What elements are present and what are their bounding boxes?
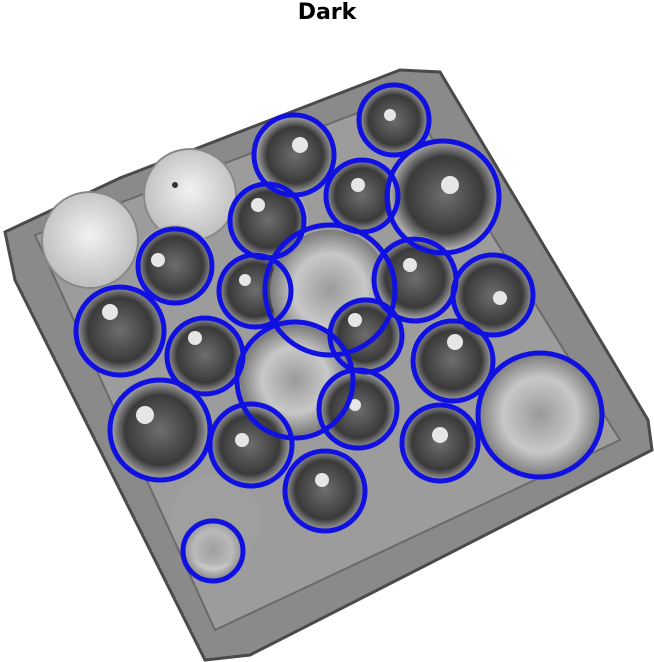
detection-circle <box>216 252 294 330</box>
detection-circle <box>73 284 167 378</box>
detection-circle <box>135 226 215 306</box>
detection-circle <box>399 402 481 484</box>
detection-circle <box>410 318 496 404</box>
detection-circle <box>475 350 605 480</box>
detection-circle <box>234 319 356 441</box>
detection-circle <box>180 518 246 584</box>
detection-circle <box>450 252 536 338</box>
detection-circle <box>107 377 213 483</box>
detection-circle <box>282 448 368 534</box>
detection-circle <box>207 401 295 489</box>
seedlings <box>102 109 507 487</box>
detection-circle <box>262 222 398 358</box>
detection-circle <box>356 82 432 158</box>
detection-circles <box>73 82 605 584</box>
detection-circle <box>316 367 400 451</box>
image-title: Dark <box>297 0 357 25</box>
